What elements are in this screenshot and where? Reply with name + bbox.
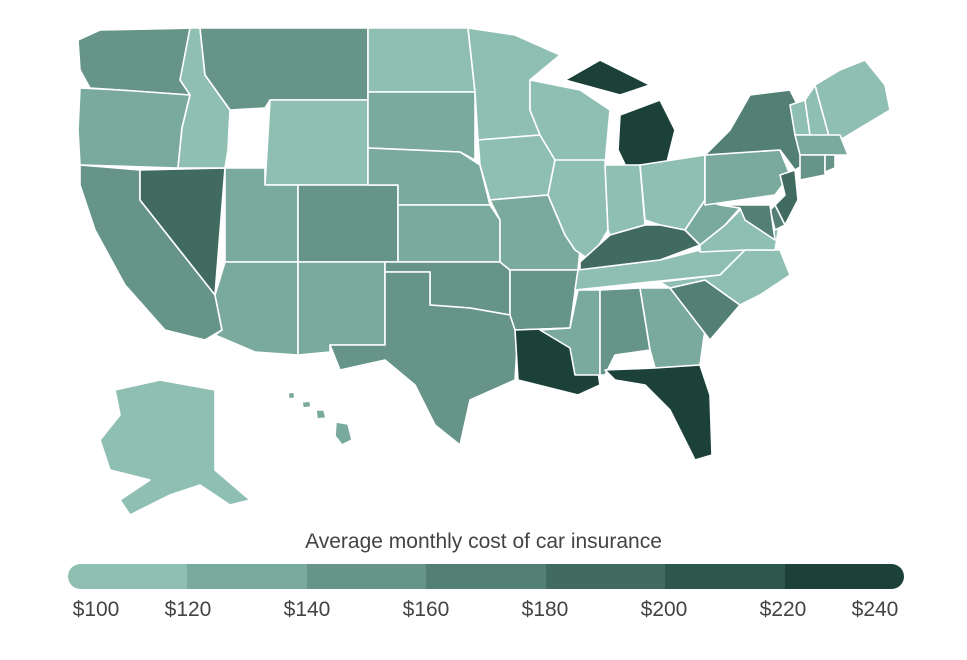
state-shape — [719, 204, 776, 241]
state-shape — [477, 134, 556, 201]
state-fl — [604, 364, 713, 461]
state-shape — [287, 391, 296, 400]
state-shape — [214, 261, 299, 356]
state-az — [214, 261, 299, 356]
state-nd — [367, 27, 476, 93]
state-shape — [329, 271, 519, 446]
legend-swatch-6 — [784, 564, 904, 589]
legend-color-scale — [68, 564, 904, 589]
state-shape — [315, 409, 327, 420]
state-shape — [604, 364, 713, 461]
legend-swatch-3 — [426, 564, 546, 589]
legend-swatch-2 — [306, 564, 427, 589]
state-shape — [659, 249, 791, 306]
state-nm — [297, 261, 386, 356]
state-ia — [477, 134, 556, 201]
legend-title: Average monthly cost of car insurance — [305, 530, 662, 553]
legend-tick-label: $120 — [164, 598, 212, 621]
state-wa — [77, 27, 201, 96]
legend-tick-label: $240 — [851, 598, 899, 621]
state-mt — [199, 27, 369, 111]
legend-swatch-0 — [68, 564, 188, 589]
legend-tick-label: $180 — [521, 598, 569, 621]
state-in — [604, 164, 646, 236]
state-shape — [77, 27, 201, 96]
state-shape — [99, 379, 251, 516]
state-ar — [509, 269, 579, 331]
state-md — [719, 204, 776, 241]
state-de — [769, 204, 786, 231]
legend-tick-label: $220 — [759, 598, 807, 621]
state-shape — [264, 99, 369, 186]
legend-tick-label: $160 — [402, 598, 450, 621]
state-shape — [799, 154, 826, 181]
state-shape — [397, 204, 501, 263]
state-shape — [814, 59, 891, 141]
legend-tick-label: $200 — [640, 598, 688, 621]
state-shape — [824, 154, 836, 173]
legend-swatch-5 — [665, 564, 785, 589]
state-shape — [199, 27, 369, 111]
state-hi — [287, 391, 353, 446]
state-shape — [509, 269, 579, 331]
state-shape — [77, 87, 191, 169]
state-or — [77, 87, 191, 169]
state-shape — [301, 400, 312, 409]
state-wy — [264, 99, 369, 186]
state-ks — [397, 204, 501, 263]
state-ri — [824, 154, 836, 173]
state-shape — [794, 134, 849, 156]
state-shape — [334, 421, 353, 446]
state-pa — [704, 149, 791, 206]
us-choropleth-map — [77, 27, 891, 516]
state-shape — [297, 261, 386, 356]
state-shape — [704, 149, 791, 206]
state-shape — [564, 59, 651, 96]
state-ak — [99, 379, 251, 516]
state-tx — [329, 271, 519, 446]
state-shape — [297, 184, 399, 263]
state-nc — [659, 249, 791, 306]
state-ct — [799, 154, 826, 181]
legend-swatch-4 — [545, 564, 666, 589]
state-ma — [794, 134, 849, 156]
state-shape — [604, 164, 646, 236]
legend-tick-label: $140 — [283, 598, 331, 621]
legend-swatch-1 — [187, 564, 307, 589]
state-shape — [769, 204, 786, 231]
state-me — [814, 59, 891, 141]
legend-tick-label: $100 — [72, 598, 120, 621]
state-co — [297, 184, 399, 263]
state-shape — [367, 27, 476, 93]
